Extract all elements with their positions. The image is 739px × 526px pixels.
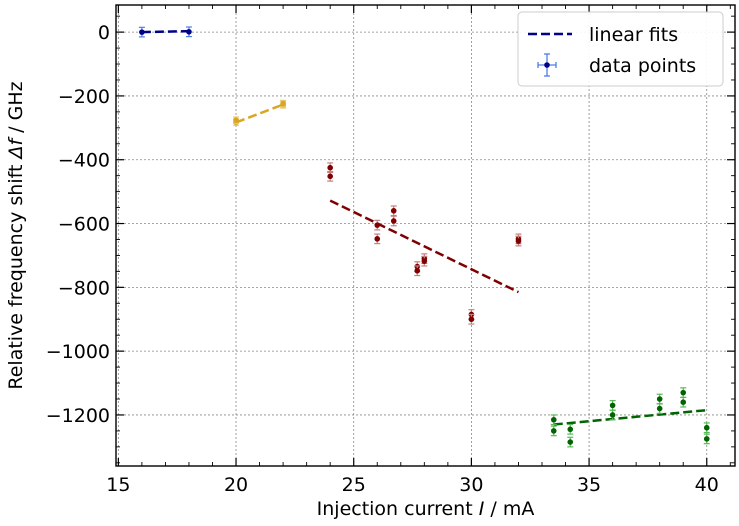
x-tick-label: 40 bbox=[695, 474, 719, 496]
data-point bbox=[515, 235, 522, 247]
point-marker bbox=[609, 402, 616, 409]
data-point bbox=[703, 422, 710, 434]
point-marker bbox=[550, 416, 557, 423]
point-marker bbox=[390, 207, 397, 214]
x-axis-symbol: I bbox=[479, 498, 485, 520]
data-point bbox=[414, 265, 421, 277]
data-point bbox=[656, 403, 663, 414]
point-marker bbox=[680, 399, 687, 405]
data-point bbox=[468, 313, 475, 325]
legend: linear fits data points bbox=[517, 11, 724, 87]
data-point bbox=[550, 425, 557, 437]
y-tick-label: −400 bbox=[58, 150, 110, 172]
x-tick-label: 30 bbox=[459, 474, 483, 496]
fit-lines bbox=[141, 29, 707, 426]
fit-line bbox=[235, 103, 284, 124]
point-marker bbox=[374, 222, 381, 228]
point-marker bbox=[703, 424, 710, 431]
point-marker bbox=[374, 236, 381, 242]
axis-ticks: 15 20 25 30 35 40 0 −200 −400 −600 −800 −1000 −1200 bbox=[46, 5, 735, 496]
point-marker bbox=[515, 238, 522, 244]
data-point bbox=[374, 219, 381, 231]
data-point bbox=[550, 414, 557, 426]
point-marker bbox=[656, 396, 663, 402]
data-point bbox=[680, 396, 687, 408]
data-point bbox=[327, 170, 334, 182]
point-marker bbox=[139, 29, 145, 35]
data-point bbox=[656, 393, 663, 405]
point-marker bbox=[567, 426, 574, 433]
x-tick-label: 25 bbox=[342, 474, 366, 496]
data-point bbox=[390, 205, 397, 217]
legend-box bbox=[517, 11, 724, 87]
x-axis-label: Injection current bbox=[317, 498, 473, 520]
data-point bbox=[280, 99, 287, 108]
y-axis-unit: / GHz bbox=[5, 81, 27, 132]
point-marker bbox=[186, 28, 192, 35]
data-points bbox=[138, 26, 710, 448]
y-tick-label: −1000 bbox=[46, 341, 110, 363]
y-tick-label: −800 bbox=[58, 277, 110, 299]
point-marker bbox=[703, 436, 710, 442]
point-marker bbox=[656, 405, 663, 412]
data-point bbox=[185, 26, 192, 38]
y-axis-title: Relative frequency shift Δf / GHz bbox=[5, 81, 27, 389]
data-point bbox=[374, 233, 381, 245]
x-tick-label: 35 bbox=[577, 474, 601, 496]
y-axis-label: Relative frequency shift bbox=[5, 165, 27, 390]
point-marker bbox=[421, 258, 428, 264]
data-point bbox=[138, 26, 145, 38]
data-point bbox=[567, 436, 574, 448]
point-marker bbox=[327, 173, 333, 180]
point-marker bbox=[468, 316, 475, 323]
data-point bbox=[421, 255, 428, 267]
x-tick-label: 20 bbox=[224, 474, 248, 496]
point-marker bbox=[414, 267, 421, 274]
y-tick-label: −200 bbox=[58, 86, 110, 108]
fit-line bbox=[141, 29, 189, 34]
point-marker bbox=[280, 100, 286, 107]
data-point bbox=[567, 423, 574, 435]
data-point bbox=[703, 433, 710, 445]
point-marker bbox=[567, 439, 574, 445]
legend-point-icon bbox=[537, 53, 557, 77]
y-tick-label: −1200 bbox=[46, 405, 110, 427]
data-point bbox=[233, 116, 240, 124]
fit-line bbox=[329, 199, 520, 294]
point-marker bbox=[390, 218, 397, 224]
data-point bbox=[390, 215, 397, 227]
point-marker bbox=[233, 117, 239, 123]
y-tick-label: −600 bbox=[58, 214, 110, 236]
point-marker bbox=[609, 412, 616, 418]
point-marker bbox=[680, 389, 687, 396]
x-tick-label: 15 bbox=[106, 474, 130, 496]
legend-points-label: data points bbox=[589, 55, 696, 77]
x-axis-unit: / mA bbox=[490, 498, 534, 520]
point-marker bbox=[550, 428, 557, 434]
y-axis-symbol: Δf bbox=[5, 136, 27, 161]
plot-frame bbox=[115, 4, 736, 467]
y-tick-label: 0 bbox=[98, 22, 110, 44]
point-marker bbox=[327, 164, 333, 171]
x-axis-title: Injection current I / mA bbox=[317, 498, 535, 520]
grid bbox=[116, 5, 735, 466]
data-point bbox=[609, 409, 616, 421]
legend-fit-label: linear fits bbox=[589, 24, 678, 46]
